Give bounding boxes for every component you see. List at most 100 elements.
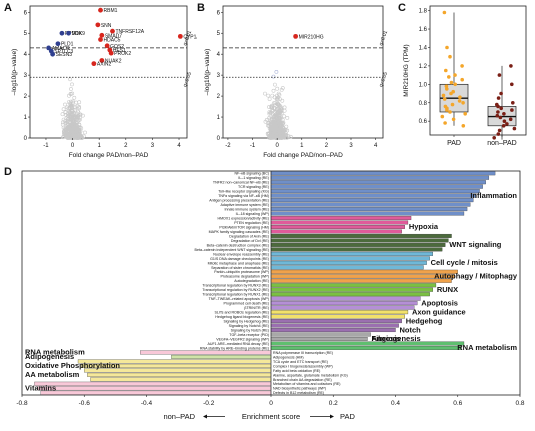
- box-point: [496, 96, 501, 100]
- enrichment-bar: [270, 292, 430, 297]
- box-point: [498, 115, 503, 120]
- data-point: [71, 118, 75, 123]
- enrichment-bar: [87, 372, 272, 377]
- enrichment-bar: [270, 242, 446, 247]
- labeled-point: [95, 22, 101, 28]
- enrichment-bar: [270, 341, 465, 346]
- bar-category-label: NF–κB signaling (BC): [234, 172, 269, 176]
- data-point: [275, 93, 279, 98]
- enrichment-bar: [270, 323, 399, 328]
- group-label: Oxidative Phosphorylation: [25, 361, 120, 370]
- enrichment-bar: [270, 198, 474, 203]
- y-tick-label: 4: [217, 52, 221, 58]
- group-label: Adipogenesis: [25, 352, 74, 361]
- data-point: [274, 127, 279, 132]
- enrichment-bar: [270, 328, 396, 333]
- data-point: [275, 86, 280, 91]
- x-tick-label: non–PAD: [487, 140, 516, 147]
- data-point: [266, 121, 271, 126]
- labeled-point: [59, 30, 65, 36]
- box-point: [450, 102, 455, 107]
- enrichment-bar: [37, 386, 272, 391]
- box-point: [453, 73, 457, 77]
- point-label: NUAK2: [105, 58, 122, 64]
- enrichment-bar: [270, 256, 430, 261]
- box-point: [442, 97, 447, 101]
- data-point: [61, 125, 66, 130]
- data-point: [277, 110, 282, 115]
- data-point: [69, 106, 74, 111]
- x-tick-label: 0: [275, 143, 279, 149]
- panel-letter-c: C: [398, 2, 406, 14]
- x-tick-label: 0.4: [391, 400, 400, 407]
- box-point: [497, 128, 502, 133]
- box-point: [460, 64, 464, 68]
- bar-category-label: TCA cycle and ETC transport (RE): [273, 360, 328, 364]
- right-arrow-head: [330, 414, 334, 419]
- enrichment-bar: [270, 202, 471, 207]
- data-point: [273, 119, 278, 124]
- panel-letter-a: A: [4, 2, 12, 14]
- x-tick-label: 1: [98, 143, 102, 149]
- panel-letter-b: B: [197, 2, 205, 14]
- enrichment-bar: [270, 301, 418, 306]
- x-tick-label: -0.2: [203, 400, 215, 407]
- labeled-point: [50, 51, 56, 57]
- y-axis-label: –log10(p–value): [11, 49, 18, 96]
- data-point: [284, 124, 289, 129]
- bar-category-label: NAD biosynthetic pathways (WP): [273, 387, 326, 391]
- box-point: [502, 112, 506, 116]
- data-point: [79, 134, 84, 138]
- data-point: [281, 126, 286, 131]
- data-point: [280, 131, 285, 136]
- data-point: [279, 107, 284, 112]
- labeled-point: [293, 33, 299, 39]
- data-point: [77, 100, 82, 105]
- enrichment-bar: [270, 345, 462, 350]
- x-axis-label: Enrichment score: [242, 412, 300, 421]
- enrichment-bar: [140, 350, 272, 355]
- data-point: [270, 103, 274, 108]
- data-point: [72, 105, 77, 109]
- box-point: [440, 114, 445, 119]
- box-point: [508, 117, 513, 122]
- point-label: AXIN2: [97, 62, 112, 68]
- enrichment-bar-chart-d: NF–κB signaling (BC)IL–1 signaling (RE)T…: [16, 170, 525, 421]
- data-point: [73, 135, 78, 140]
- box-point: [443, 104, 448, 109]
- labeled-point: [99, 58, 105, 63]
- group-label: Axon guidance: [412, 307, 466, 316]
- data-point: [78, 112, 83, 117]
- x-tick-label: -0.4: [141, 400, 153, 407]
- y-tick-label: 1.8: [419, 9, 428, 15]
- enrichment-bar: [270, 274, 455, 279]
- data-point: [276, 124, 281, 129]
- bar-category-label: TGF–beta receptor (PID): [229, 333, 269, 337]
- data-point: [66, 124, 71, 129]
- data-point: [263, 91, 267, 96]
- data-point: [271, 112, 275, 117]
- y-tick-label: 6: [24, 10, 28, 16]
- box-point: [510, 108, 514, 112]
- bar-category-label: Degradation of Axin (RE): [229, 234, 269, 238]
- x-tick-label: 0.8: [515, 400, 524, 407]
- data-point: [267, 97, 272, 102]
- bar-category-label: Fatty acid beta oxidation (RE): [273, 369, 320, 373]
- data-point: [66, 122, 71, 126]
- labeled-point: [91, 61, 97, 67]
- bar-category-label: Signaling by Hedgehog (RE): [223, 320, 269, 324]
- data-point: [74, 117, 79, 122]
- box-point: [495, 113, 500, 118]
- bar-category-label: Innate immune system (RE): [224, 208, 269, 212]
- box-point: [463, 112, 467, 116]
- bar-category-label: Proteasome degradation (WP): [220, 275, 269, 279]
- y-tick-label: 2: [24, 94, 28, 100]
- data-point: [282, 105, 287, 110]
- x-axis-label: Fold change PAD/non–PAD: [69, 152, 149, 159]
- box-point: [501, 124, 506, 128]
- bar-category-label: Parkin–ubiquitin proteasome (WP): [214, 270, 269, 274]
- bar-category-label: TNF–TWEAK–related apoptosis (WP): [209, 297, 269, 301]
- bar-category-label: Adipogenesis (HM): [273, 355, 304, 359]
- data-point: [62, 129, 67, 134]
- group-label: AA metabolism: [25, 370, 80, 379]
